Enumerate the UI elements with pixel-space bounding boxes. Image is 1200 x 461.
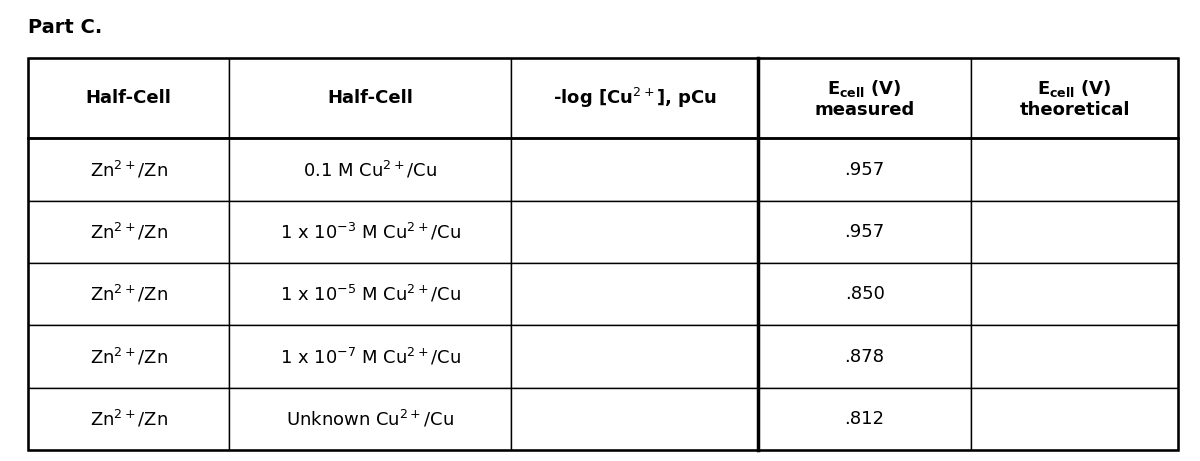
- Bar: [758, 138, 971, 201]
- Bar: [229, 263, 511, 325]
- Text: Zn$^{2+}$/Zn: Zn$^{2+}$/Zn: [90, 159, 168, 180]
- Bar: [28, 58, 229, 138]
- Text: $\mathbf{E}_{\mathbf{cell}}$ $\mathbf{(V)}$: $\mathbf{E}_{\mathbf{cell}}$ $\mathbf{(V…: [828, 78, 901, 99]
- Text: Zn$^{2+}$/Zn: Zn$^{2+}$/Zn: [90, 221, 168, 242]
- Text: .812: .812: [845, 410, 884, 428]
- Text: 0.1 M Cu$^{2+}$/Cu: 0.1 M Cu$^{2+}$/Cu: [304, 159, 437, 180]
- Text: .957: .957: [845, 160, 884, 178]
- Bar: [229, 201, 511, 263]
- Text: Half-Cell: Half-Cell: [328, 89, 413, 107]
- Bar: [229, 325, 511, 388]
- Bar: [971, 263, 1178, 325]
- Bar: [511, 58, 758, 138]
- Bar: [971, 388, 1178, 450]
- Bar: [28, 58, 1178, 450]
- Text: .957: .957: [845, 223, 884, 241]
- Bar: [229, 138, 511, 201]
- Bar: [971, 138, 1178, 201]
- Bar: [28, 263, 229, 325]
- Bar: [229, 58, 511, 138]
- Bar: [511, 138, 758, 201]
- Text: Zn$^{2+}$/Zn: Zn$^{2+}$/Zn: [90, 284, 168, 305]
- Text: Part C.: Part C.: [28, 18, 102, 37]
- Bar: [511, 201, 758, 263]
- Text: .850: .850: [845, 285, 884, 303]
- Bar: [758, 388, 971, 450]
- Text: -log [Cu$^{2+}$], pCu: -log [Cu$^{2+}$], pCu: [552, 86, 716, 110]
- Bar: [758, 201, 971, 263]
- Bar: [511, 263, 758, 325]
- Bar: [758, 263, 971, 325]
- Text: theoretical: theoretical: [1019, 101, 1129, 119]
- Bar: [971, 201, 1178, 263]
- Text: 1 x 10$^{-5}$ M Cu$^{2+}$/Cu: 1 x 10$^{-5}$ M Cu$^{2+}$/Cu: [280, 284, 461, 305]
- Bar: [28, 325, 229, 388]
- Bar: [28, 138, 229, 201]
- Text: 1 x 10$^{-3}$ M Cu$^{2+}$/Cu: 1 x 10$^{-3}$ M Cu$^{2+}$/Cu: [280, 221, 461, 242]
- Text: .878: .878: [845, 348, 884, 366]
- Bar: [971, 58, 1178, 138]
- Bar: [229, 388, 511, 450]
- Bar: [28, 388, 229, 450]
- Text: Zn$^{2+}$/Zn: Zn$^{2+}$/Zn: [90, 346, 168, 367]
- Text: Zn$^{2+}$/Zn: Zn$^{2+}$/Zn: [90, 408, 168, 429]
- Bar: [758, 58, 971, 138]
- Text: measured: measured: [815, 101, 914, 119]
- Bar: [758, 325, 971, 388]
- Bar: [971, 325, 1178, 388]
- Text: Half-Cell: Half-Cell: [85, 89, 172, 107]
- Text: 1 x 10$^{-7}$ M Cu$^{2+}$/Cu: 1 x 10$^{-7}$ M Cu$^{2+}$/Cu: [280, 346, 461, 367]
- Text: $\mathbf{E}_{\mathbf{cell}}$ $\mathbf{(V)}$: $\mathbf{E}_{\mathbf{cell}}$ $\mathbf{(V…: [1037, 78, 1111, 99]
- Bar: [511, 388, 758, 450]
- Bar: [511, 325, 758, 388]
- Bar: [28, 201, 229, 263]
- Text: Unknown Cu$^{2+}$/Cu: Unknown Cu$^{2+}$/Cu: [287, 408, 454, 429]
